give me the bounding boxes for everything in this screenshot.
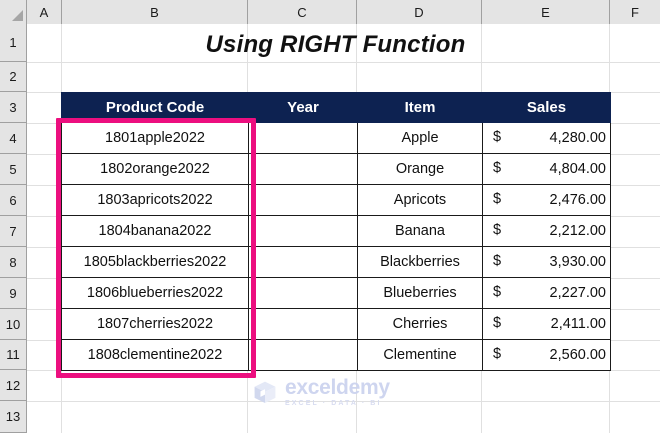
cell-product-code[interactable]: 1807cherries2022 [61, 308, 249, 340]
cell-product-code[interactable]: 1808clementine2022 [61, 339, 249, 371]
sales-amount: 2,212.00 [549, 222, 606, 239]
column-header-b[interactable]: B [62, 0, 248, 24]
cell-year[interactable] [248, 215, 358, 247]
sales-amount: 4,280.00 [549, 129, 606, 146]
cell-item[interactable]: Blueberries [357, 277, 483, 309]
cell-item[interactable]: Banana [357, 215, 483, 247]
cell-product-code[interactable]: 1805blackberries2022 [61, 246, 249, 278]
cell-sales[interactable]: $ 4,280.00 [482, 122, 611, 154]
cell-year[interactable] [248, 184, 358, 216]
column-header-item[interactable]: Item [357, 92, 483, 123]
row-header-11[interactable]: 11 [0, 340, 27, 370]
row-header-6[interactable]: 6 [0, 185, 27, 216]
table-row: 1808clementine2022 Clementine $ 2,560.00 [61, 339, 611, 371]
row-header-5[interactable]: 5 [0, 154, 27, 185]
column-header-product-code[interactable]: Product Code [61, 92, 249, 123]
watermark-brand: exceldemy [285, 376, 390, 399]
column-header-year[interactable]: Year [248, 92, 358, 123]
column-header-a[interactable]: A [27, 0, 62, 24]
currency-symbol: $ [493, 160, 502, 176]
gridline-row-11-12 [27, 370, 660, 371]
table-row: 1807cherries2022 Cherries $ 2,411.00 [61, 308, 611, 340]
select-all-triangle-icon [12, 10, 23, 21]
row-header-7[interactable]: 7 [0, 216, 27, 247]
column-header-strip: A B C D E F [0, 0, 660, 24]
cell-product-code[interactable]: 1802orange2022 [61, 153, 249, 185]
row-header-12[interactable]: 12 [0, 370, 27, 401]
table-row: 1805blackberries2022 Blackberries $ 3,93… [61, 246, 611, 278]
gridline-row-1-2 [27, 62, 660, 63]
column-header-sales[interactable]: Sales [482, 92, 611, 123]
cell-sales[interactable]: $ 2,411.00 [482, 308, 611, 340]
exceldemy-logo-icon [254, 381, 276, 404]
cell-item[interactable]: Blackberries [357, 246, 483, 278]
currency-symbol: $ [493, 129, 502, 145]
column-header-f[interactable]: F [610, 0, 660, 24]
table-row: 1801apple2022 Apple $ 4,280.00 [61, 122, 611, 154]
currency-symbol: $ [493, 253, 502, 269]
cell-sales[interactable]: $ 3,930.00 [482, 246, 611, 278]
watermark-tagline: EXCEL · DATA · BI [285, 400, 382, 407]
cell-item[interactable]: Apricots [357, 184, 483, 216]
currency-symbol: $ [493, 346, 502, 362]
currency-symbol: $ [493, 315, 502, 331]
cell-item[interactable]: Apple [357, 122, 483, 154]
column-header-c[interactable]: C [248, 0, 357, 24]
sales-amount: 2,560.00 [549, 346, 606, 363]
table-row: 1803apricots2022 Apricots $ 2,476.00 [61, 184, 611, 216]
cell-year[interactable] [248, 153, 358, 185]
row-header-10[interactable]: 10 [0, 309, 27, 340]
cell-year[interactable] [248, 122, 358, 154]
row-header-2[interactable]: 2 [0, 62, 27, 92]
cell-year[interactable] [248, 339, 358, 371]
cell-sales[interactable]: $ 2,227.00 [482, 277, 611, 309]
column-header-e[interactable]: E [482, 0, 610, 24]
row-header-8[interactable]: 8 [0, 247, 27, 278]
row-header-13[interactable]: 13 [0, 401, 27, 433]
currency-symbol: $ [493, 191, 502, 207]
gridline-row-12-13 [27, 401, 660, 402]
cell-item[interactable]: Clementine [357, 339, 483, 371]
table-header-row: Product Code Year Item Sales [61, 92, 611, 123]
sales-amount: 4,804.00 [549, 160, 606, 177]
column-header-d[interactable]: D [357, 0, 482, 24]
table-row: 1802orange2022 Orange $ 4,804.00 [61, 153, 611, 185]
exceldemy-watermark: exceldemy EXCEL · DATA · BI [252, 377, 390, 407]
cell-product-code[interactable]: 1803apricots2022 [61, 184, 249, 216]
table-row: 1804banana2022 Banana $ 2,212.00 [61, 215, 611, 247]
cell-year[interactable] [248, 246, 358, 278]
row-header-3[interactable]: 3 [0, 92, 27, 123]
sales-amount: 2,476.00 [549, 191, 606, 208]
cell-product-code[interactable]: 1806blueberries2022 [61, 277, 249, 309]
cell-year[interactable] [248, 277, 358, 309]
sales-amount: 2,227.00 [549, 284, 606, 301]
cell-item[interactable]: Orange [357, 153, 483, 185]
currency-symbol: $ [493, 222, 502, 238]
sales-amount: 3,930.00 [549, 253, 606, 270]
currency-symbol: $ [493, 284, 502, 300]
cell-sales[interactable]: $ 2,212.00 [482, 215, 611, 247]
cell-year[interactable] [248, 308, 358, 340]
cell-product-code[interactable]: 1801apple2022 [61, 122, 249, 154]
cell-product-code[interactable]: 1804banana2022 [61, 215, 249, 247]
cell-item[interactable]: Cherries [357, 308, 483, 340]
page-title: Using RIGHT Function [205, 30, 466, 58]
row-header-1[interactable]: 1 [0, 24, 27, 62]
select-all-corner[interactable] [0, 0, 27, 24]
data-table: Product Code Year Item Sales 1801apple20… [61, 92, 611, 371]
row-header-9[interactable]: 9 [0, 278, 27, 309]
sales-amount: 2,411.00 [550, 315, 606, 332]
watermark-text: exceldemy EXCEL · DATA · BI [285, 377, 390, 407]
cell-sales[interactable]: $ 4,804.00 [482, 153, 611, 185]
row-header-4[interactable]: 4 [0, 123, 27, 154]
cell-sales[interactable]: $ 2,476.00 [482, 184, 611, 216]
cell-sales[interactable]: $ 2,560.00 [482, 339, 611, 371]
table-row: 1806blueberries2022 Blueberries $ 2,227.… [61, 277, 611, 309]
